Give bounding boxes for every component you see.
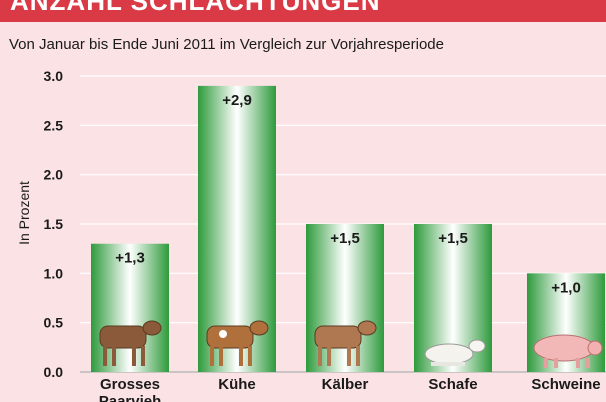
x-category-label: Grosses Paarvieh — [99, 376, 162, 402]
x-category-label: Schweine — [531, 376, 600, 393]
pig-icon — [533, 334, 603, 368]
bar-value-label: +1,5 — [438, 230, 468, 247]
y-tick-label: 0.5 — [44, 315, 64, 331]
title-bar: ANZAHL SCHLACHTUNGEN — [0, 0, 606, 22]
x-category-label: Kühe — [218, 376, 256, 393]
x-category-label: Schafe — [428, 376, 477, 393]
chart-subtitle: Von Januar bis Ende Juni 2011 im Verglei… — [9, 36, 444, 53]
bar-value-label: +1,0 — [551, 279, 581, 296]
y-axis-ticks: 0.0 0.5 1.0 1.5 2.0 2.5 3.0 — [44, 68, 64, 380]
calf-icon — [314, 320, 377, 366]
y-tick-label: 2.5 — [44, 117, 64, 133]
bars: +1,3 Grosses Paarvieh +2,9 Kühe +1,5 Kälber +1,… — [91, 85, 605, 402]
y-tick-label: 1.0 — [44, 265, 64, 281]
x-category-label: Kälber — [322, 376, 369, 393]
chart-title: ANZAHL SCHLACHTUNGEN — [10, 0, 381, 16]
y-axis-label: In Prozent — [16, 181, 32, 245]
y-tick-label: 3.0 — [44, 68, 64, 84]
cow-icon — [99, 320, 162, 366]
bar-value-label: +1,5 — [330, 230, 360, 247]
bar-value-label: +1,3 — [115, 250, 145, 267]
bar-value-label: +2,9 — [222, 92, 252, 109]
cow-icon — [206, 320, 269, 366]
y-tick-label: 1.5 — [44, 216, 64, 232]
y-tick-label: 2.0 — [44, 167, 64, 183]
sheep-icon — [424, 339, 486, 366]
y-tick-label: 0.0 — [44, 364, 64, 380]
